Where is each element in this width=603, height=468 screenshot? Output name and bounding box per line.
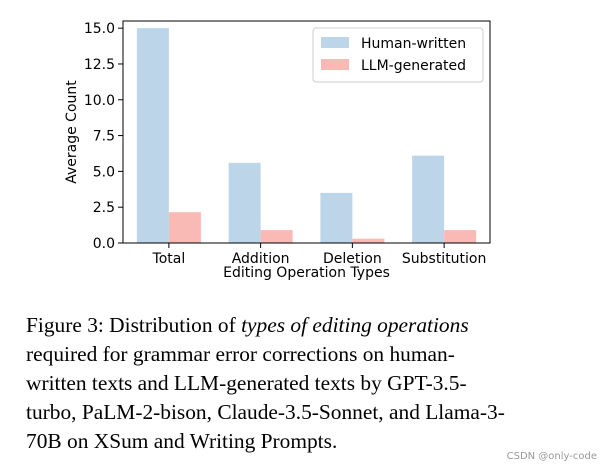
y-tick-label: 15.0: [84, 21, 115, 37]
caption-line: turbo, PaLM-2-bison, Claude-3.5-Sonnet, …: [26, 400, 505, 424]
y-tick-label: 10.0: [84, 93, 115, 109]
figure-caption: Figure 3: Distribution of types of editi…: [26, 311, 586, 456]
x-tick-label: Deletion: [323, 251, 382, 267]
bar-llm-total: [168, 212, 201, 243]
caption-line: written texts and LLM-generated texts by…: [26, 371, 467, 395]
y-axis-ticks: 0.0 2.5 5.0 7.5 10.0 12.5 15.0: [84, 21, 123, 252]
bar-llm-addition: [260, 230, 293, 243]
bar-llm-deletion: [352, 238, 385, 243]
x-axis-title: Editing Operation Types: [223, 265, 390, 281]
plot-frame: [122, 20, 491, 244]
x-tick-label: Total: [152, 251, 186, 267]
bar-human-addition: [228, 162, 261, 243]
x-axis-ticks: Total Addition Deletion Substitution: [152, 243, 487, 267]
y-tick-label: 0.0: [93, 236, 115, 252]
y-tick-label: 2.5: [93, 200, 115, 216]
legend-swatch-llm: [321, 59, 349, 70]
x-tick-label: Addition: [232, 251, 290, 267]
legend: Human-written LLM-generated: [312, 27, 484, 83]
caption-line: 70B on XSum and Writing Prompts.: [26, 429, 338, 453]
x-tick-label: Substitution: [402, 251, 487, 267]
y-axis-title: Average Count: [64, 80, 80, 184]
bar-chart: 0.0 2.5 5.0 7.5 10.0 12.5 15.0 Total Addition De…: [64, 20, 491, 281]
bar-human-substitution: [412, 155, 445, 243]
legend-label-llm: LLM-generated: [361, 58, 466, 74]
bars-group: [136, 28, 477, 244]
y-tick-label: 7.5: [93, 129, 115, 145]
caption-line: required for grammar error corrections o…: [26, 342, 455, 366]
caption-line: Figure 3: Distribution of types of editi…: [26, 313, 469, 337]
bar-human-total: [136, 28, 169, 244]
legend-label-human: Human-written: [361, 36, 466, 52]
y-tick-label: 5.0: [93, 164, 115, 180]
watermark: CSDN @only-code: [506, 451, 597, 462]
y-tick-label: 12.5: [84, 57, 115, 73]
caption-emphasis: types of editing operations: [241, 313, 469, 337]
legend-box: [312, 27, 484, 83]
bar-human-deletion: [320, 192, 353, 243]
bar-llm-substitution: [444, 230, 477, 243]
legend-swatch-human: [321, 37, 349, 48]
